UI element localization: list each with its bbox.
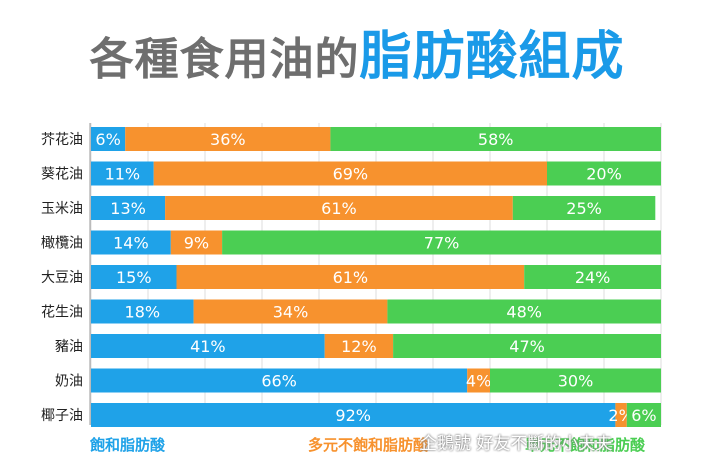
bar-segment-polyunsaturated: [165, 196, 513, 220]
bar-segment-monounsaturated: [393, 334, 661, 358]
bar-segment-monounsaturated: [387, 299, 661, 324]
data-label: 30%: [558, 372, 594, 391]
data-label: 14%: [113, 234, 149, 253]
bar-segment-polyunsaturated: [193, 299, 388, 324]
data-label: 48%: [506, 303, 542, 322]
bar-segment-saturated: [91, 230, 171, 255]
data-label: 13%: [110, 199, 146, 218]
bar-segment-monounsaturated: [330, 127, 661, 151]
category-label: 玉米油: [41, 201, 83, 217]
data-label: 15%: [116, 268, 152, 287]
data-label: 92%: [335, 406, 371, 425]
bar-segment-saturated: [91, 299, 194, 324]
data-label: 12%: [341, 337, 377, 356]
data-label: 66%: [261, 372, 297, 391]
category-label: 橄欖油: [41, 236, 83, 252]
bar-segment-saturated: [91, 334, 325, 358]
bar-segment-polyunsaturated: [125, 127, 331, 151]
bar-segment-monounsaturated: [524, 265, 661, 289]
legend: 飽和脂肪酸 多元不飽和脂肪酸 單元不飽和脂肪酸: [0, 432, 714, 462]
data-label: 47%: [509, 337, 545, 356]
bar-segment-saturated: [91, 161, 154, 186]
category-label: 大豆油: [41, 270, 83, 286]
legend-polyunsaturated: 多元不飽和脂肪酸: [308, 436, 429, 454]
bar-segment-saturated: [91, 368, 468, 393]
data-label: 58%: [478, 130, 514, 149]
bar-segment-polyunsaturated: [467, 368, 490, 393]
chart-title-highlight: 脂肪酸組成: [359, 27, 625, 87]
category-label: 椰子油: [41, 408, 83, 424]
category-label: 豬油: [55, 339, 83, 355]
bar-segment-polyunsaturated: [615, 403, 627, 427]
data-label: 25%: [566, 199, 602, 218]
bar-segment-monounsaturated: [222, 230, 661, 255]
bar-segment-polyunsaturated: [324, 334, 394, 358]
data-label: 77%: [424, 234, 460, 253]
data-label: 69%: [333, 165, 369, 184]
chart-bars: 6% 36% 58% 11% 69% 20% 13% 61% 25% 14% 9% 77% 15% 61%…: [91, 127, 661, 427]
data-label: 61%: [333, 268, 369, 287]
bar-segment-saturated: [91, 403, 616, 427]
bar-segment-saturated: [91, 127, 126, 151]
bar-segment-polyunsaturated: [170, 230, 223, 255]
data-label: 6%: [95, 130, 120, 149]
watermark: 企鵝號 好友不斷的小夫夫: [420, 434, 613, 454]
category-label: 奶油: [55, 374, 83, 390]
data-label: 24%: [575, 268, 611, 287]
category-label: 芥花油: [41, 132, 83, 148]
data-label: 4%: [466, 372, 491, 391]
data-label: 18%: [125, 303, 161, 322]
chart-title-main: 各種食用油的: [89, 34, 360, 85]
bar-segment-monounsaturated: [626, 403, 661, 427]
bar-segment-monounsaturated: [512, 196, 656, 220]
data-label: 20%: [586, 165, 622, 184]
bar-segment-polyunsaturated: [176, 265, 525, 289]
category-label: 葵花油: [41, 167, 83, 183]
bar-segment-monounsaturated: [490, 368, 661, 393]
legend-monounsaturated: 單元不飽和脂肪酸: [525, 436, 646, 454]
data-label: 11%: [105, 165, 141, 184]
data-label: 9%: [184, 234, 209, 253]
data-label: 34%: [273, 303, 309, 322]
legend-saturated: 飽和脂肪酸: [90, 436, 166, 454]
chart-title: 各種食用油的脂肪酸組成: [0, 14, 714, 89]
bar-segment-saturated: [91, 196, 166, 220]
data-label: 6%: [631, 406, 656, 425]
data-label: 36%: [210, 130, 246, 149]
bar-segment-saturated: [91, 265, 177, 289]
bar-segment-monounsaturated: [547, 161, 661, 186]
bar-segment-polyunsaturated: [153, 161, 547, 186]
category-label: 花生油: [41, 305, 83, 321]
data-label: 41%: [190, 337, 226, 356]
data-label: 61%: [321, 199, 357, 218]
